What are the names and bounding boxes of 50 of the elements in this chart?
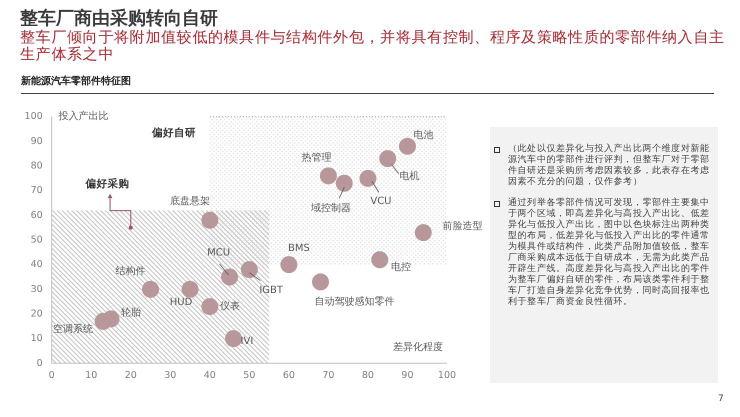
note: 通过列举各零部件情况可发现，零部件主要集中于两个区域，即高差异化与高投入产出比、低差异化与低投入产出比，图中以色块标注出两种类型的布局，低差异化与低投入产出比的零件通常为模具件或结构件，此类产品附加值较低，整车厂商采购成本远低于自研成本，无需为此类产品开辟生产线。高度差异化与高投入产出比的零件为整车厂偏好自研的零件，布局该类零件利于整车厂打造自身差异化竞争优势，同时高回报率也利于整车厂商资金良性循环。 xyxy=(508,198,711,308)
ytick: 90 xyxy=(30,136,43,147)
xtick: 30 xyxy=(164,370,176,381)
subtitle: 整车厂倾向于将附加值较低的模具件与结构件外包，并将具有控制、程序及策略性质的零部件纳入自主生产体系之中 xyxy=(20,29,726,63)
xtick: 0 xyxy=(48,370,55,381)
point-label: 域控制器 xyxy=(311,202,352,214)
point-label: VCU xyxy=(370,196,392,207)
point-label: 电池 xyxy=(413,130,434,141)
point-label: 结构件 xyxy=(116,266,146,277)
ytick: 20 xyxy=(30,308,43,320)
title: 整车厂商由采购转向自研 xyxy=(20,7,218,30)
xtick: 70 xyxy=(322,370,334,381)
point-label: 电机 xyxy=(400,171,420,182)
point-label: 前脸造型 xyxy=(442,221,482,232)
point-label: MCU xyxy=(207,248,230,258)
xtick: 100 xyxy=(438,370,456,381)
point-label: 轮胎 xyxy=(121,307,141,318)
ytick: 60 xyxy=(30,210,43,221)
point-label: 空调系统 xyxy=(53,324,94,335)
xtick: 50 xyxy=(243,370,256,381)
ytick: 30 xyxy=(30,284,43,295)
point-label: 底盘悬架 xyxy=(170,196,210,207)
ytick: 10 xyxy=(30,333,43,344)
point-label: 热管理 xyxy=(301,152,332,164)
xtick: 60 xyxy=(282,370,295,381)
point-label: IVI xyxy=(240,336,254,348)
ytick: 70 xyxy=(30,185,43,196)
xtick: 10 xyxy=(85,370,98,381)
xtick: 80 xyxy=(362,370,374,381)
heading: 新能源汽车零部件特征图 xyxy=(21,75,131,89)
annotation: 偏好自研 xyxy=(152,127,196,139)
annotation: 偏好采购 xyxy=(85,178,130,190)
ytick: 50 xyxy=(30,234,43,246)
xtick: 90 xyxy=(401,370,414,381)
ylabel: 投入产出比 xyxy=(58,111,109,122)
ytick: 40 xyxy=(30,259,43,270)
xtick: 40 xyxy=(204,370,216,381)
point-label: 仪表 xyxy=(220,301,240,312)
xtick: 20 xyxy=(124,370,137,381)
ytick: 100 xyxy=(24,111,43,122)
xlabel: 差异化程度 xyxy=(393,342,443,353)
point-label: HUD xyxy=(170,296,192,308)
ytick: 80 xyxy=(30,160,43,172)
point-label: IGBT xyxy=(259,285,284,296)
ytick: 0 xyxy=(36,358,43,369)
page-number: 7 xyxy=(718,393,724,405)
note: （此处以仅差异化与投入产出比两个维度对新能源汽车中的零部件进行评判，但整车厂对于零部件自研还是采购所考虑因素较多，此表存在考虑因素不充分的问题，仅作参考） xyxy=(508,144,711,188)
point-label: 电控 xyxy=(390,262,411,274)
point-label: BMS xyxy=(288,243,310,254)
point-label: 自动驾驶感知零件 xyxy=(314,296,394,308)
